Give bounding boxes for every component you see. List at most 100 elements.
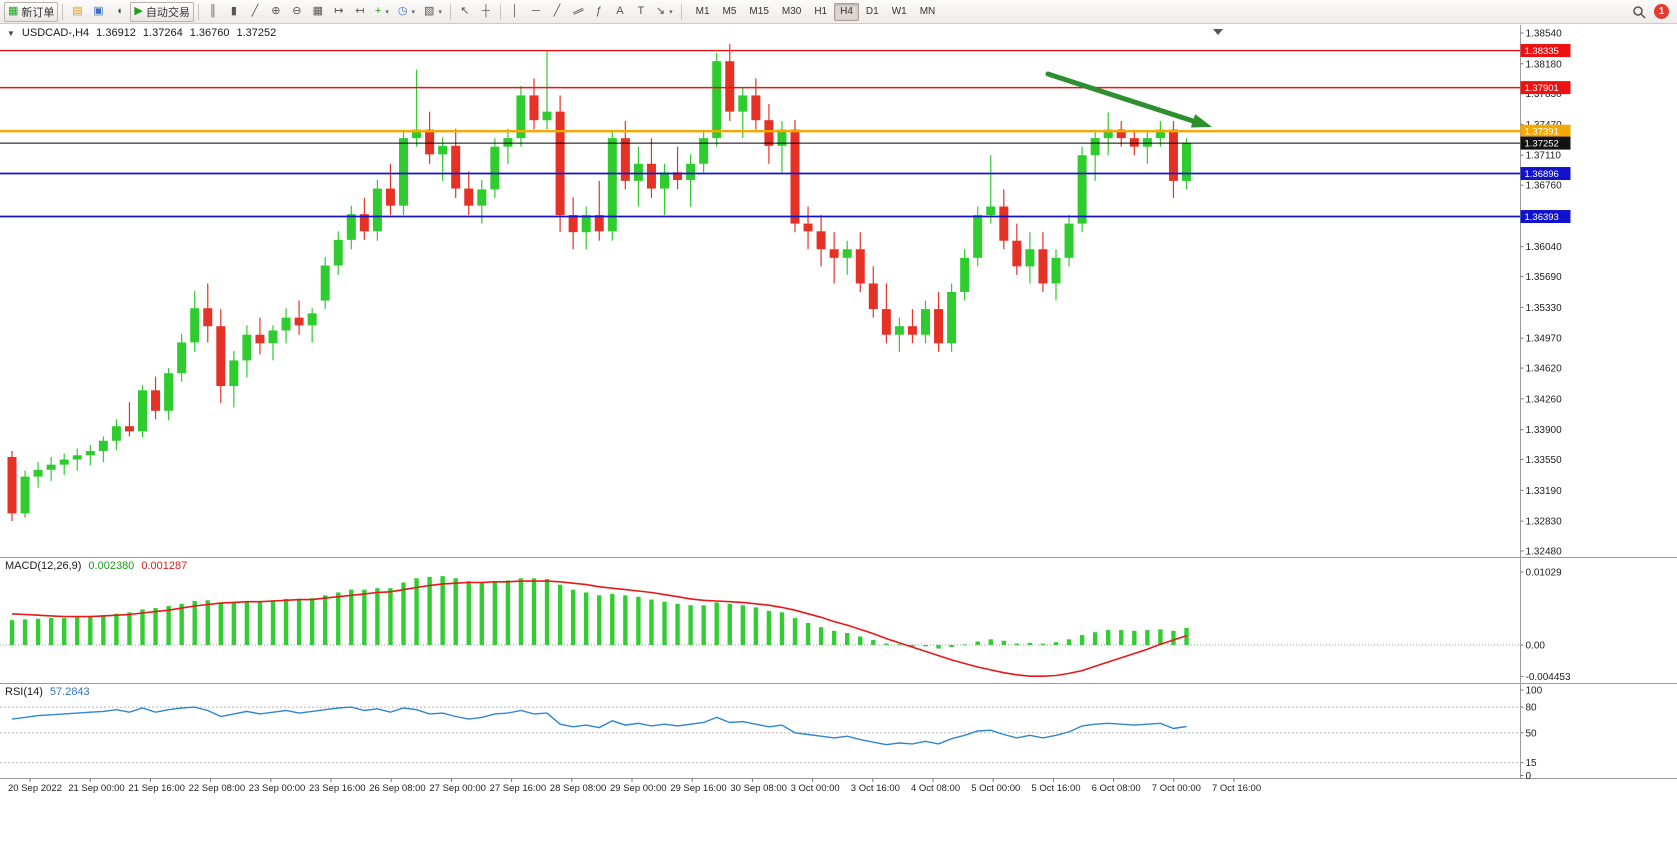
svg-text:1.36896: 1.36896 <box>1525 169 1559 180</box>
autotrade-button[interactable]: ▶ 自动交易 <box>130 1 194 22</box>
svg-text:1.36040: 1.36040 <box>1526 242 1563 253</box>
svg-text:1.36760: 1.36760 <box>1526 181 1563 192</box>
chart-shift-icon: ↤ <box>355 5 365 17</box>
chart-shift-button[interactable]: ↤ <box>350 2 370 22</box>
bar-chart-button[interactable]: ║ <box>203 2 223 22</box>
templates-button[interactable]: ▧ ▾ <box>420 2 446 22</box>
autotrade-play-icon: ▶ <box>134 5 143 17</box>
svg-text:4 Oct 08:00: 4 Oct 08:00 <box>911 783 960 794</box>
rsi-name: RSI(14) <box>5 686 43 698</box>
sound-button[interactable]: ◖ <box>109 2 129 22</box>
svg-text:6 Oct 08:00: 6 Oct 08:00 <box>1092 783 1141 794</box>
text-tool-icon: A <box>616 5 624 17</box>
bar-chart-icon: ║ <box>208 5 217 17</box>
fibonacci-icon: ƒ <box>595 5 602 17</box>
zoom-in-button[interactable]: ⊕ <box>266 2 286 22</box>
timeframe-button-d1[interactable]: D1 <box>865 6 879 17</box>
timeframe-button-m30[interactable]: M30 <box>781 6 802 17</box>
macd-name: MACD(12,26,9) <box>5 560 82 572</box>
chevron-down-icon: ▾ <box>385 8 389 16</box>
svg-text:27 Sep 16:00: 27 Sep 16:00 <box>490 783 547 794</box>
channel-button[interactable]: ∥ <box>568 2 588 22</box>
toolbar-separator <box>449 3 451 20</box>
macd-main-value: 0.002380 <box>88 560 135 572</box>
chevron-down-icon: ▾ <box>411 8 415 16</box>
svg-text:21 Sep 00:00: 21 Sep 00:00 <box>68 783 125 794</box>
svg-text:22 Sep 08:00: 22 Sep 08:00 <box>189 783 246 794</box>
tile-windows-icon: ▦ <box>312 5 324 17</box>
text-tool-button[interactable]: A <box>610 2 630 22</box>
timeframe-button-w1[interactable]: W1 <box>891 6 907 17</box>
svg-text:1.38335: 1.38335 <box>1525 46 1559 57</box>
ohlc-high: 1.37264 <box>142 27 183 39</box>
ohlc-open: 1.36912 <box>96 27 136 39</box>
label-tool-button[interactable]: T <box>631 2 651 22</box>
toolbar-separator <box>499 3 501 20</box>
horizontal-line-button[interactable]: ─ <box>526 2 546 22</box>
horizontal-line-icon: ─ <box>531 5 540 17</box>
svg-text:20 Sep 2022: 20 Sep 2022 <box>8 783 62 794</box>
candlestick-chart-button[interactable]: ▮ <box>224 2 244 22</box>
zoom-out-button[interactable]: ⊖ <box>287 2 307 22</box>
cursor-icon: ↖ <box>460 5 470 17</box>
toolbar: ▦ 新订单 ▤ ▣ ◖ ▶ 自动交易 ║ ▮ ╱ ⊕ ⊖ ▦ ↦ ↤ + ▾ ◷ <box>0 0 1677 24</box>
sound-icon: ◖ <box>116 5 123 17</box>
timeframe-button-m1[interactable]: M1 <box>695 6 710 17</box>
profile-icon: ▣ <box>93 5 104 17</box>
market-watch-button[interactable]: ▤ <box>67 2 87 22</box>
trendline-icon: ╱ <box>553 5 561 17</box>
line-chart-button[interactable]: ╱ <box>245 2 265 22</box>
macd-signal-value: 0.001287 <box>141 560 188 572</box>
svg-text:0: 0 <box>1526 771 1532 782</box>
svg-text:1.37901: 1.37901 <box>1525 83 1559 94</box>
collapse-triangle-icon[interactable]: ▼ <box>7 29 15 38</box>
template-icon: ▧ <box>423 5 435 17</box>
crosshair-button[interactable]: ┼ <box>476 2 496 22</box>
new-order-button[interactable]: ▦ 新订单 <box>4 1 59 22</box>
search-icon[interactable] <box>1632 5 1646 19</box>
svg-text:23 Sep 16:00: 23 Sep 16:00 <box>309 783 366 794</box>
svg-text:28 Sep 08:00: 28 Sep 08:00 <box>550 783 607 794</box>
timeframe-button-h1[interactable]: H1 <box>814 6 828 17</box>
svg-text:15: 15 <box>1526 758 1538 769</box>
svg-text:0.01029: 0.01029 <box>1526 567 1563 578</box>
profile-button[interactable]: ▣ <box>88 2 108 22</box>
notification-badge[interactable]: 1 <box>1654 4 1669 19</box>
svg-text:1.37252: 1.37252 <box>1525 139 1559 150</box>
candlestick-chart-icon: ▮ <box>230 5 237 17</box>
label-tool-icon: T <box>637 5 645 17</box>
cursor-button[interactable]: ↖ <box>455 2 475 22</box>
tile-windows-button[interactable]: ▦ <box>308 2 328 22</box>
symbol-name: USDCAD-,H4 <box>21 27 90 39</box>
crosshair-icon: ┼ <box>481 5 490 17</box>
vertical-line-icon: │ <box>511 5 519 17</box>
svg-text:1.38180: 1.38180 <box>1526 59 1563 70</box>
line-chart-icon: ╱ <box>251 5 259 17</box>
svg-text:1.35330: 1.35330 <box>1526 303 1563 314</box>
svg-text:7 Oct 00:00: 7 Oct 00:00 <box>1152 783 1201 794</box>
timeframe-button-mn[interactable]: MN <box>919 6 936 17</box>
timeframe-button-m5[interactable]: M5 <box>722 6 737 17</box>
svg-text:5 Oct 16:00: 5 Oct 16:00 <box>1031 783 1080 794</box>
svg-text:30 Sep 08:00: 30 Sep 08:00 <box>730 783 787 794</box>
toolbar-right-group: 1 <box>1632 4 1673 19</box>
svg-text:1.38540: 1.38540 <box>1526 29 1563 40</box>
svg-text:1.33550: 1.33550 <box>1526 455 1563 466</box>
macd-indicator-label: MACD(12,26,9) 0.002380 0.001287 <box>5 560 187 572</box>
new-order-icon: ▦ <box>8 5 19 17</box>
timeframe-button-h4[interactable]: H4 <box>834 2 859 21</box>
svg-text:1.34620: 1.34620 <box>1526 364 1563 375</box>
fibonacci-button[interactable]: ƒ <box>589 2 609 22</box>
auto-scroll-button[interactable]: ↦ <box>329 2 349 22</box>
indicators-button[interactable]: + ▾ <box>371 2 393 22</box>
toolbar-separator <box>197 3 199 20</box>
new-order-label: 新订单 <box>21 6 55 19</box>
auto-scroll-icon: ↦ <box>334 5 344 17</box>
vertical-line-button[interactable]: │ <box>505 2 525 22</box>
chevron-down-icon: ▾ <box>438 8 442 16</box>
periods-button[interactable]: ◷ ▾ <box>394 2 419 22</box>
timeframe-button-m15[interactable]: M15 <box>749 6 769 17</box>
trendline-button[interactable]: ╱ <box>547 2 567 22</box>
shapes-button[interactable]: ↘ ▾ <box>652 2 677 22</box>
